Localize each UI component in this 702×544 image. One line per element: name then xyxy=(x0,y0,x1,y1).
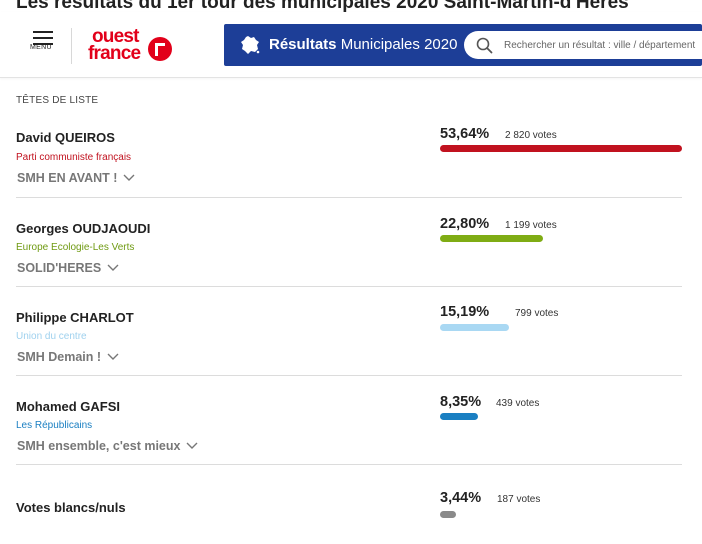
list-name-toggle[interactable]: SOLID'HERES xyxy=(17,261,119,275)
list-name-label: SMH ensemble, c'est mieux xyxy=(17,439,181,453)
header-divider xyxy=(71,28,72,64)
section-title: TÊTES DE LISTE xyxy=(16,95,99,106)
search-input[interactable] xyxy=(504,35,700,55)
list-name-label: SMH Demain ! xyxy=(17,350,102,364)
candidate-party: Europe Ecologie-Les Verts xyxy=(16,242,135,253)
menu-label: MENU xyxy=(30,44,52,51)
blank-votes-count: 187 votes xyxy=(497,494,541,505)
candidate-name: Mohamed GAFSI xyxy=(16,399,121,414)
candidate-party: Union du centre xyxy=(16,331,87,342)
results-title-rest: Municipales 2020 xyxy=(336,36,458,53)
vote-count: 799 votes xyxy=(515,308,559,319)
candidate-party: Les Républicains xyxy=(16,420,93,431)
vote-count: 1 199 votes xyxy=(505,220,557,231)
chevron-down-icon xyxy=(123,174,135,181)
list-name-toggle[interactable]: SMH EN AVANT ! xyxy=(17,171,135,185)
page-title: Les résultats du 1er tour des municipale… xyxy=(16,0,629,13)
menu-button[interactable]: MENU xyxy=(30,31,58,63)
blank-votes-label: Votes blancs/nuls xyxy=(16,500,126,515)
vote-bar xyxy=(440,235,543,242)
vote-percent: 53,64% xyxy=(440,126,490,142)
vote-count: 2 820 votes xyxy=(505,130,557,141)
vote-bar xyxy=(440,145,682,152)
logo-text-ouest: ouest xyxy=(92,26,139,47)
results-title: Résultats Municipales 2020 xyxy=(269,36,457,53)
site-header: MENU ouest france Résultats Municipales … xyxy=(0,12,702,78)
row-divider xyxy=(16,375,682,376)
vote-bar xyxy=(440,413,478,420)
list-name-label: SOLID'HERES xyxy=(17,261,102,275)
search-box xyxy=(464,31,702,59)
row-divider xyxy=(16,286,682,287)
chevron-down-icon xyxy=(186,442,198,449)
vote-count: 439 votes xyxy=(496,398,540,409)
ouest-france-logo[interactable]: ouest france xyxy=(88,26,178,68)
search-icon[interactable] xyxy=(476,37,493,54)
row-divider xyxy=(16,464,682,465)
hamburger-icon xyxy=(33,31,53,49)
candidate-name: Philippe CHARLOT xyxy=(16,310,134,325)
row-divider xyxy=(16,197,682,198)
vote-percent: 8,35% xyxy=(440,394,482,410)
vote-percent: 22,80% xyxy=(440,216,490,232)
candidate-party: Parti communiste français xyxy=(16,152,132,163)
list-name-toggle[interactable]: SMH ensemble, c'est mieux xyxy=(17,439,198,453)
chevron-down-icon xyxy=(107,353,119,360)
candidate-name: Georges OUDJAOUDI xyxy=(16,221,151,236)
vote-percent: 15,19% xyxy=(440,304,490,320)
vote-bar xyxy=(440,324,509,331)
results-banner: Résultats Municipales 2020 xyxy=(224,24,702,66)
chevron-down-icon xyxy=(107,264,119,271)
france-map-icon xyxy=(241,36,260,54)
results-title-bold: Résultats xyxy=(269,36,337,53)
list-name-toggle[interactable]: SMH Demain ! xyxy=(17,350,119,364)
candidate-name: David QUEIROS xyxy=(16,130,115,145)
logo-circle-icon xyxy=(148,37,172,61)
list-name-label: SMH EN AVANT ! xyxy=(17,171,118,185)
blank-votes-bar xyxy=(440,511,456,518)
blank-votes-percent: 3,44% xyxy=(440,490,482,506)
logo-text-france: france xyxy=(88,43,141,64)
